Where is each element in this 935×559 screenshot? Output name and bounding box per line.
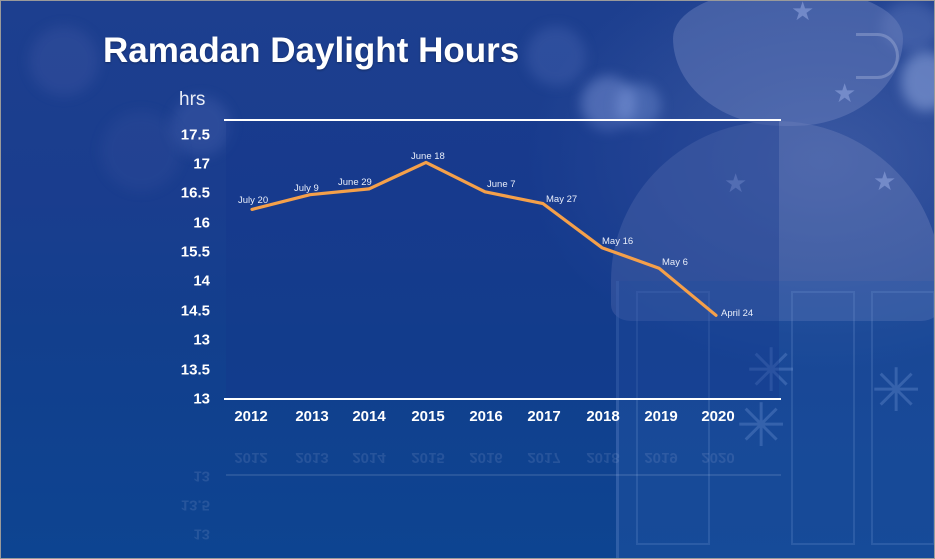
bokeh-light	[171, 96, 231, 156]
data-point-label: May 27	[546, 194, 578, 205]
star-icon: ★	[791, 1, 815, 27]
x-tick-label: 2012	[234, 408, 268, 425]
bokeh-light	[901, 51, 934, 111]
data-point-label: June 29	[338, 177, 372, 188]
y-tick-label: 13.5	[180, 361, 210, 379]
data-point-label: April 24	[721, 308, 754, 319]
data-point-label: June 7	[487, 179, 516, 190]
plot-area	[226, 120, 779, 399]
y-tick-label: 16	[193, 214, 210, 232]
data-point-label: July 9	[294, 183, 319, 194]
data-point-label: June 18	[411, 151, 445, 162]
lantern-body	[616, 281, 934, 558]
x-tick-label: 2016	[469, 408, 503, 425]
reflected-y-label: 13	[193, 525, 210, 543]
x-tick-label: 2020	[701, 408, 735, 425]
star-icon: ★	[833, 79, 857, 109]
reflected-x-label: 2014	[352, 449, 386, 466]
reflected-y-label: 13	[193, 467, 210, 485]
x-tick-label: 2014	[352, 408, 386, 425]
reflected-y-label: 13.5	[180, 496, 210, 514]
x-axis-line	[224, 398, 781, 400]
y-tick-label: 17.5	[180, 126, 210, 144]
reflected-x-label: 2013	[295, 449, 329, 466]
reflected-x-label: 2017	[527, 449, 561, 466]
reflected-axis-line	[226, 474, 781, 476]
reflected-x-label: 2016	[469, 449, 503, 466]
lantern-pane	[871, 291, 934, 545]
snowflake-ornament-icon: ✳	[871, 356, 922, 426]
x-tick-label: 2019	[644, 408, 678, 425]
lantern-handle	[856, 33, 899, 79]
bokeh-light	[101, 111, 181, 191]
bokeh-light	[526, 26, 586, 86]
snowflake-ornament-icon: ✳	[736, 391, 787, 461]
top-axis-line	[224, 119, 781, 121]
y-tick-label: 14.5	[180, 302, 210, 320]
y-tick-label: 17	[193, 155, 210, 173]
data-point-label: July 20	[238, 195, 269, 206]
reflected-x-label: 2020	[701, 449, 735, 466]
reflected-x-label: 2018	[586, 449, 620, 466]
chart-title: Ramadan Daylight Hours	[103, 31, 520, 70]
x-tick-label: 2015	[411, 408, 445, 425]
x-tick-label: 2013	[295, 408, 329, 425]
y-tick-label: 13	[193, 331, 210, 349]
reflected-x-label: 2012	[234, 449, 268, 466]
y-tick-label: 15.5	[180, 243, 210, 261]
lantern-pane	[791, 291, 855, 545]
reflected-x-label: 2015	[411, 449, 445, 466]
bokeh-light	[581, 76, 636, 131]
star-icon: ★	[724, 169, 748, 199]
y-tick-label: 16.5	[180, 184, 210, 202]
data-point-label: May 16	[602, 236, 634, 247]
y-axis-unit-label: hrs	[179, 89, 206, 110]
y-tick-label: 14	[193, 272, 210, 290]
star-icon: ★	[873, 167, 897, 197]
data-point-label: May 6	[662, 257, 688, 268]
x-tick-label: 2018	[586, 408, 620, 425]
y-tick-label: 13	[193, 390, 210, 408]
bokeh-light	[29, 26, 99, 96]
lantern-pane	[636, 291, 710, 545]
reflected-x-label: 2019	[644, 449, 678, 466]
snowflake-ornament-icon: ✳	[746, 336, 797, 406]
x-tick-label: 2017	[527, 408, 561, 425]
